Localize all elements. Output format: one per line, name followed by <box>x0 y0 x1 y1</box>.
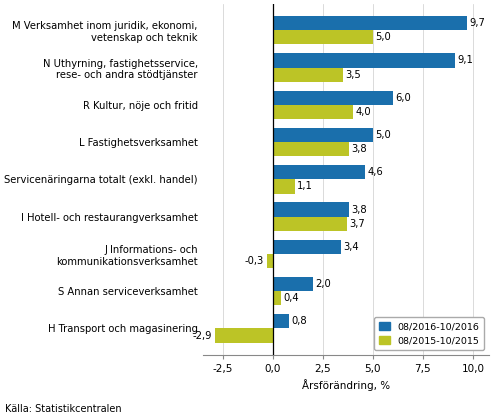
Bar <box>273 16 467 30</box>
Text: 9,7: 9,7 <box>469 18 485 28</box>
Bar <box>273 165 365 179</box>
Text: 0,8: 0,8 <box>291 317 307 327</box>
Text: 5,0: 5,0 <box>375 130 391 140</box>
Bar <box>273 291 281 305</box>
Text: -0,3: -0,3 <box>245 256 264 266</box>
Text: Källa: Statistikcentralen: Källa: Statistikcentralen <box>5 404 122 414</box>
Bar <box>273 217 347 231</box>
Bar <box>214 329 273 343</box>
Bar <box>273 314 288 329</box>
Bar <box>273 179 295 193</box>
Text: 0,4: 0,4 <box>283 293 299 303</box>
Text: 4,0: 4,0 <box>355 107 371 117</box>
Text: 6,0: 6,0 <box>395 93 411 103</box>
Text: 5,0: 5,0 <box>375 32 391 42</box>
Text: 1,1: 1,1 <box>297 181 313 191</box>
Bar <box>273 142 349 156</box>
Text: 3,7: 3,7 <box>349 219 365 229</box>
X-axis label: Årsförändring, %: Årsförändring, % <box>302 379 390 391</box>
Bar <box>273 277 313 291</box>
Bar <box>273 203 349 217</box>
Bar <box>273 128 373 142</box>
Bar <box>273 67 343 82</box>
Text: 9,1: 9,1 <box>457 55 473 65</box>
Text: 3,8: 3,8 <box>351 144 367 154</box>
Text: -2,9: -2,9 <box>193 331 212 341</box>
Bar <box>273 30 373 45</box>
Text: 3,8: 3,8 <box>351 205 367 215</box>
Text: 3,4: 3,4 <box>343 242 359 252</box>
Bar <box>273 240 341 254</box>
Text: 2,0: 2,0 <box>315 279 331 289</box>
Bar <box>273 105 352 119</box>
Bar <box>273 91 393 105</box>
Legend: 08/2016-10/2016, 08/2015-10/2015: 08/2016-10/2016, 08/2015-10/2015 <box>374 317 484 350</box>
Bar <box>267 254 273 268</box>
Text: 3,5: 3,5 <box>345 69 361 79</box>
Bar <box>273 53 455 67</box>
Text: 4,6: 4,6 <box>367 167 383 177</box>
